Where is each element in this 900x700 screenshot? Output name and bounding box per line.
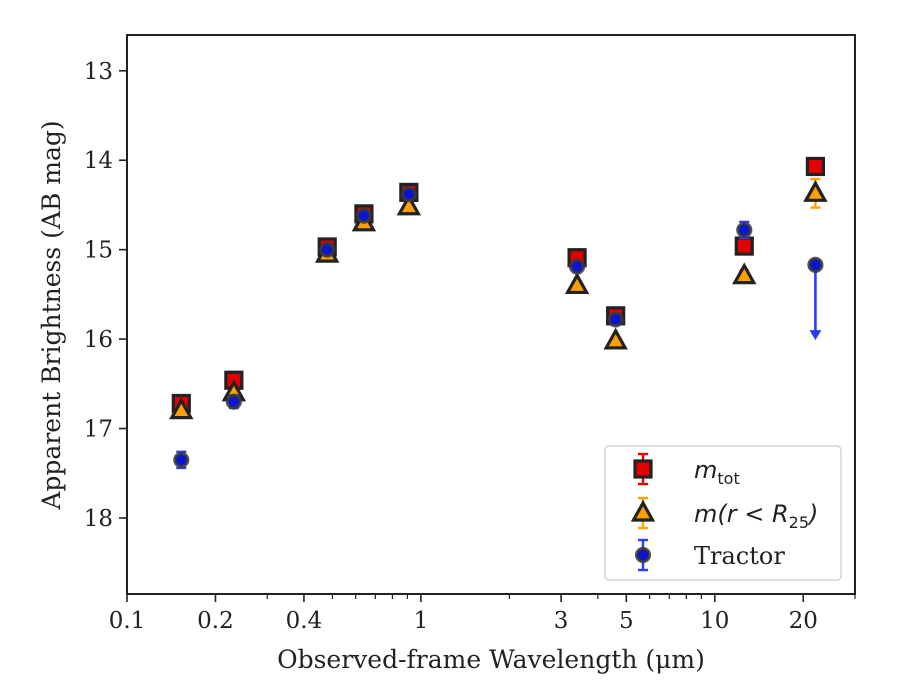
tractor-point [400, 186, 417, 203]
legend-square-marker [633, 459, 653, 479]
x-tick-label: 20 [789, 608, 818, 634]
legend-label: Tractor [694, 542, 785, 570]
legend: mtot m(r < R25) Tractor [604, 445, 842, 581]
y-tick-label: 13 [84, 59, 113, 85]
tractor-point [355, 207, 373, 224]
tractor-point [568, 258, 586, 275]
legend-circle-marker [634, 546, 652, 564]
x-axis-label: Observed-frame Wavelength (μm) [277, 645, 705, 674]
m-r25-point [803, 180, 828, 202]
upper-limit-arrow [809, 330, 822, 341]
y-tick-label: 14 [84, 148, 113, 174]
tractor-point [736, 221, 753, 239]
m-r25-point [169, 397, 194, 420]
m-r25-point [732, 262, 757, 285]
mtot-point [734, 236, 754, 256]
x-tick-label: 5 [619, 608, 634, 634]
x-tick-label: 1 [414, 608, 429, 634]
y-tick-label: 16 [84, 327, 113, 353]
legend-entry: Tractor [634, 538, 785, 572]
y-tick-label: 15 [84, 238, 113, 264]
y-tick-label: 18 [84, 506, 113, 532]
plot-frame [126, 34, 856, 595]
legend-label: m(r < R25) [694, 500, 818, 532]
x-tick-label: 0.1 [109, 608, 146, 634]
x-tick-label: 0.4 [286, 608, 323, 634]
y-axis-label: Apparent Brightness (AB mag) [37, 120, 66, 510]
tractor-point [173, 451, 190, 468]
m-r25-point [396, 193, 422, 216]
legend-entry: m(r < R25) [630, 496, 818, 532]
x-tick-label: 0.2 [197, 608, 234, 634]
tractor-point [607, 311, 624, 328]
tractor-point [225, 393, 242, 410]
tractor-point [319, 241, 336, 258]
mtot-point [805, 156, 826, 177]
series-layer [169, 156, 828, 470]
legend-entry: mtot [633, 452, 740, 488]
legend-box [604, 445, 842, 581]
legend-triangle-marker [630, 499, 656, 522]
m-r25-point [603, 327, 628, 350]
legend-label: mtot [694, 456, 740, 488]
tractor-point [807, 256, 824, 273]
y-tick-label: 17 [84, 417, 113, 443]
x-tick-label: 3 [554, 608, 569, 634]
series-circle [173, 186, 824, 470]
x-tick-label: 10 [700, 608, 729, 634]
m-r25-point [564, 272, 590, 295]
